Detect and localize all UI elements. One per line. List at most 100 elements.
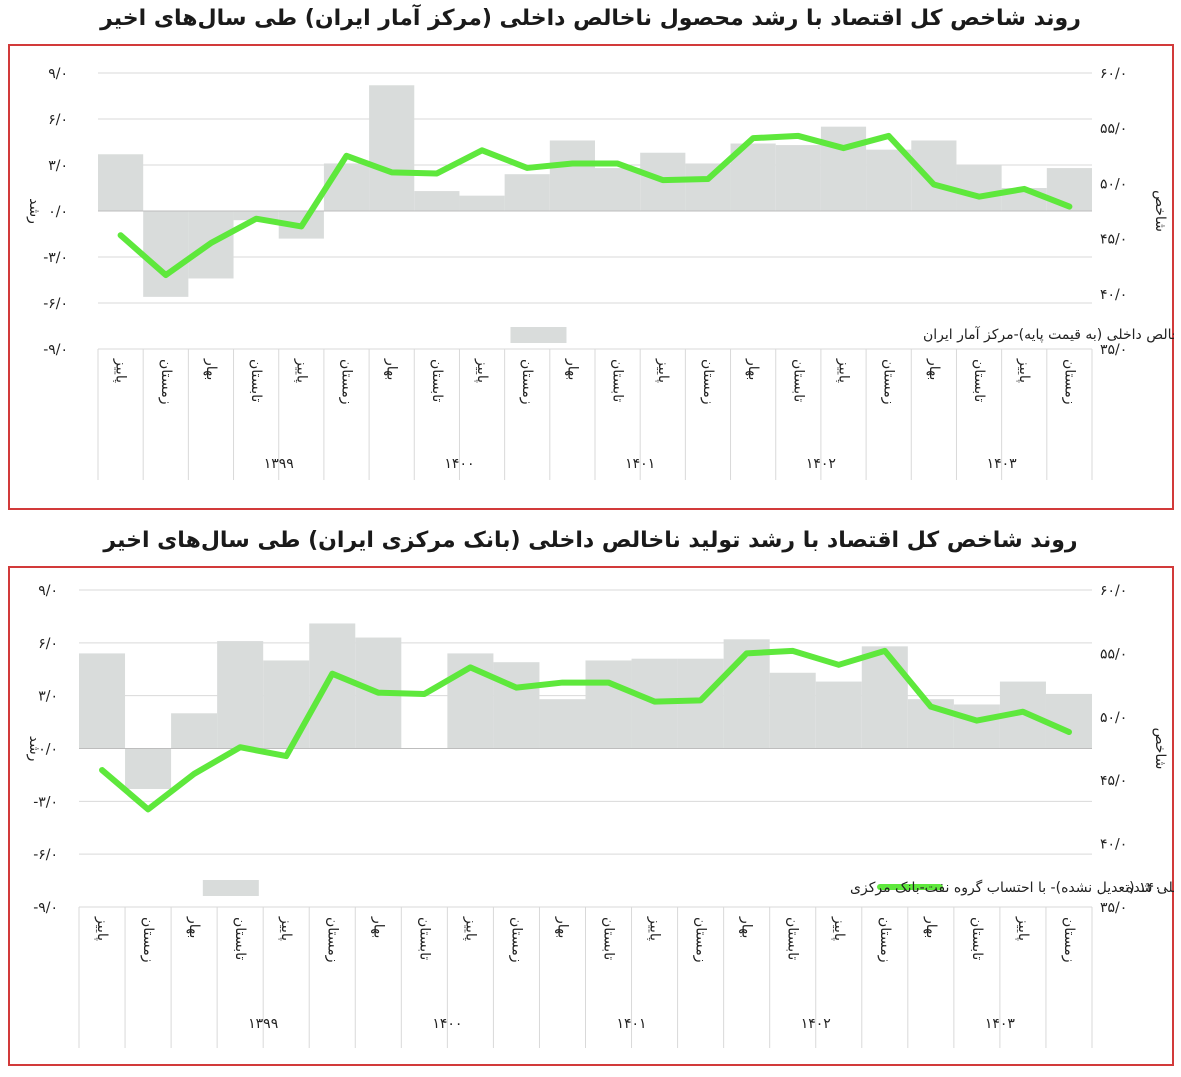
y-right-axis-title: شاخص <box>1152 190 1168 232</box>
y-left-tick-label: -۶/۰ <box>43 296 68 312</box>
chart-2: -۹/۰ -۶/۰ -۳/۰ ۰/۰ ۳/۰ ۶/۰ ۹/۰ ۳۵/۰ ۴۰/۰ ۴۵/۰ ۵۰/۰… <box>26 583 1174 1048</box>
bar <box>820 126 867 211</box>
x-tick-label: زمستان <box>881 359 897 405</box>
x-tick-label: پاییز <box>474 358 490 383</box>
y-left-tick-label: ۹/۰ <box>38 583 58 599</box>
x-tick-label: تابستان <box>248 359 264 402</box>
y-right-tick-label: ۳۵/۰ <box>1100 900 1127 916</box>
bar <box>685 163 731 211</box>
x-tick-label: پاییز <box>831 916 847 941</box>
bar <box>309 623 356 749</box>
x-tick-label: پاییز <box>655 358 671 383</box>
x-tick-label: زمستان <box>324 917 340 963</box>
x-tick-label: بهار <box>564 358 580 380</box>
year-label: ۱۳۹۹ <box>248 1016 278 1032</box>
bar <box>549 140 595 211</box>
bar <box>769 672 816 749</box>
year-label: ۱۴۰۱ <box>625 456 655 472</box>
y-right-axis-title: شاخص <box>1152 728 1168 770</box>
bar <box>217 641 264 749</box>
y-right-tick-label: ۶۰/۰ <box>1100 66 1127 82</box>
year-label: ۱۴۰۰ <box>432 1016 462 1032</box>
y-right-tick-label: ۴۰/۰ <box>1100 837 1127 853</box>
bar <box>956 165 1002 211</box>
x-tick-label: پاییز <box>1015 916 1031 941</box>
bar <box>1045 693 1092 749</box>
bar <box>323 163 370 211</box>
chart-2-title: روند شاخص کل اقتصاد با رشد تولید ناخالص … <box>103 528 1078 553</box>
year-label: ۱۳۹۹ <box>264 456 294 472</box>
x-tick-label: بهار <box>203 358 219 380</box>
bar <box>911 140 957 211</box>
x-tick-label: تابستان <box>971 359 987 402</box>
bar <box>815 681 862 749</box>
chart-2-plot: -۹/۰ -۶/۰ -۳/۰ ۰/۰ ۳/۰ ۶/۰ ۹/۰ ۳۵/۰ ۴۰/۰ ۴۵/۰ ۵۰/۰… <box>26 583 1174 1048</box>
bar <box>143 211 189 297</box>
x-tick-label: پاییز <box>278 916 294 941</box>
bar <box>775 145 821 211</box>
y-right-tick-label: ۴۵/۰ <box>1100 773 1127 789</box>
x-tick-label: بهار <box>370 916 386 938</box>
y-left-tick-label: ۹/۰ <box>48 66 68 82</box>
y-right-tick-label: ۵۰/۰ <box>1100 710 1127 726</box>
x-tick-label: زمستان <box>1061 359 1077 405</box>
bar <box>369 85 415 211</box>
x-tick-label: تابستان <box>429 359 445 402</box>
legend-label: رشد محصول ناخالص داخلی (به قیمت پایه)-مر… <box>923 326 1174 343</box>
x-tick-label: زمستان <box>693 917 709 963</box>
legend: رشد محصول ناخالص داخلی (به قیمت پایه)-مر… <box>510 326 1174 343</box>
y-left-tick-label: ۳/۰ <box>38 689 58 705</box>
y-left-tick-label: -۹/۰ <box>33 900 58 916</box>
y-right-tick-label: ۵۵/۰ <box>1100 646 1127 662</box>
year-label: ۱۴۰۳ <box>985 1016 1016 1032</box>
year-label: ۱۴۰۲ <box>806 456 836 472</box>
y-left-tick-label: ۳/۰ <box>48 158 68 174</box>
x-tick-label: تابستان <box>232 917 248 960</box>
x-tick-label: بهار <box>186 916 202 938</box>
year-label: ۱۴۰۳ <box>987 456 1018 472</box>
legend-swatch-bar <box>202 880 259 896</box>
bar <box>861 646 908 749</box>
x-tick-label: زمستان <box>519 359 535 405</box>
legend-label: رشد تولید ناخالص داخلی به قیمت ثابت سال … <box>850 879 1174 896</box>
x-tick-label: پاییز <box>94 916 110 941</box>
y-right-tick-label: ۳۵/۰ <box>1100 342 1127 358</box>
y-right-tick-label: ۵۵/۰ <box>1100 121 1127 137</box>
x-tick-label: بهار <box>745 358 761 380</box>
x-tick-label: بهار <box>739 916 755 938</box>
legend: شاخص کل- تعدیل فصلی شدهرشد تولید ناخالص … <box>202 879 1174 896</box>
x-tick-label: بهار <box>554 916 570 938</box>
x-tick-label: زمستان <box>700 359 716 405</box>
x-tick-label: بهار <box>384 358 400 380</box>
x-tick-label: تابستان <box>610 359 626 402</box>
chart-1-title: روند شاخص کل اقتصاد با رشد محصول ناخالص … <box>100 6 1081 31</box>
bar <box>125 748 172 790</box>
x-tick-label: پاییز <box>836 358 852 383</box>
bar <box>504 174 550 211</box>
x-tick-label: بهار <box>926 358 942 380</box>
year-label: ۱۴۰۱ <box>617 1016 647 1032</box>
x-tick-label: زمستان <box>140 917 156 963</box>
bar <box>79 653 126 749</box>
bar <box>414 191 460 211</box>
x-tick-label: بهار <box>923 916 939 938</box>
legend-label: شاخص کل- تعدیل فصلی شده <box>1126 880 1174 896</box>
x-tick-label: پاییز <box>113 358 129 383</box>
x-tick-label: پاییز <box>462 916 478 941</box>
x-tick-label: زمستان <box>508 917 524 963</box>
year-label: ۱۴۰۰ <box>444 456 474 472</box>
y-left-tick-label: -۶/۰ <box>33 847 58 863</box>
x-tick-label: پاییز <box>647 916 663 941</box>
y-right-tick-label: ۵۰/۰ <box>1100 176 1127 192</box>
y-left-tick-label: -۳/۰ <box>43 250 68 266</box>
bar <box>493 662 540 749</box>
x-tick-label: زمستان <box>158 359 174 405</box>
bar <box>98 154 144 211</box>
bar <box>866 149 912 211</box>
bar <box>953 704 1000 749</box>
line-series-shakhes <box>117 132 1073 279</box>
bar <box>233 211 279 221</box>
bar <box>595 168 641 211</box>
year-label: ۱۴۰۲ <box>801 1016 831 1032</box>
bar <box>539 699 586 749</box>
